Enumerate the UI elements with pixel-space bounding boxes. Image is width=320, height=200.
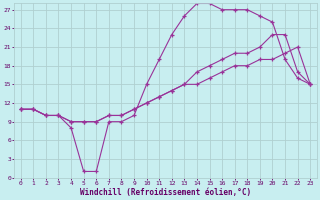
X-axis label: Windchill (Refroidissement éolien,°C): Windchill (Refroidissement éolien,°C) [80,188,251,197]
